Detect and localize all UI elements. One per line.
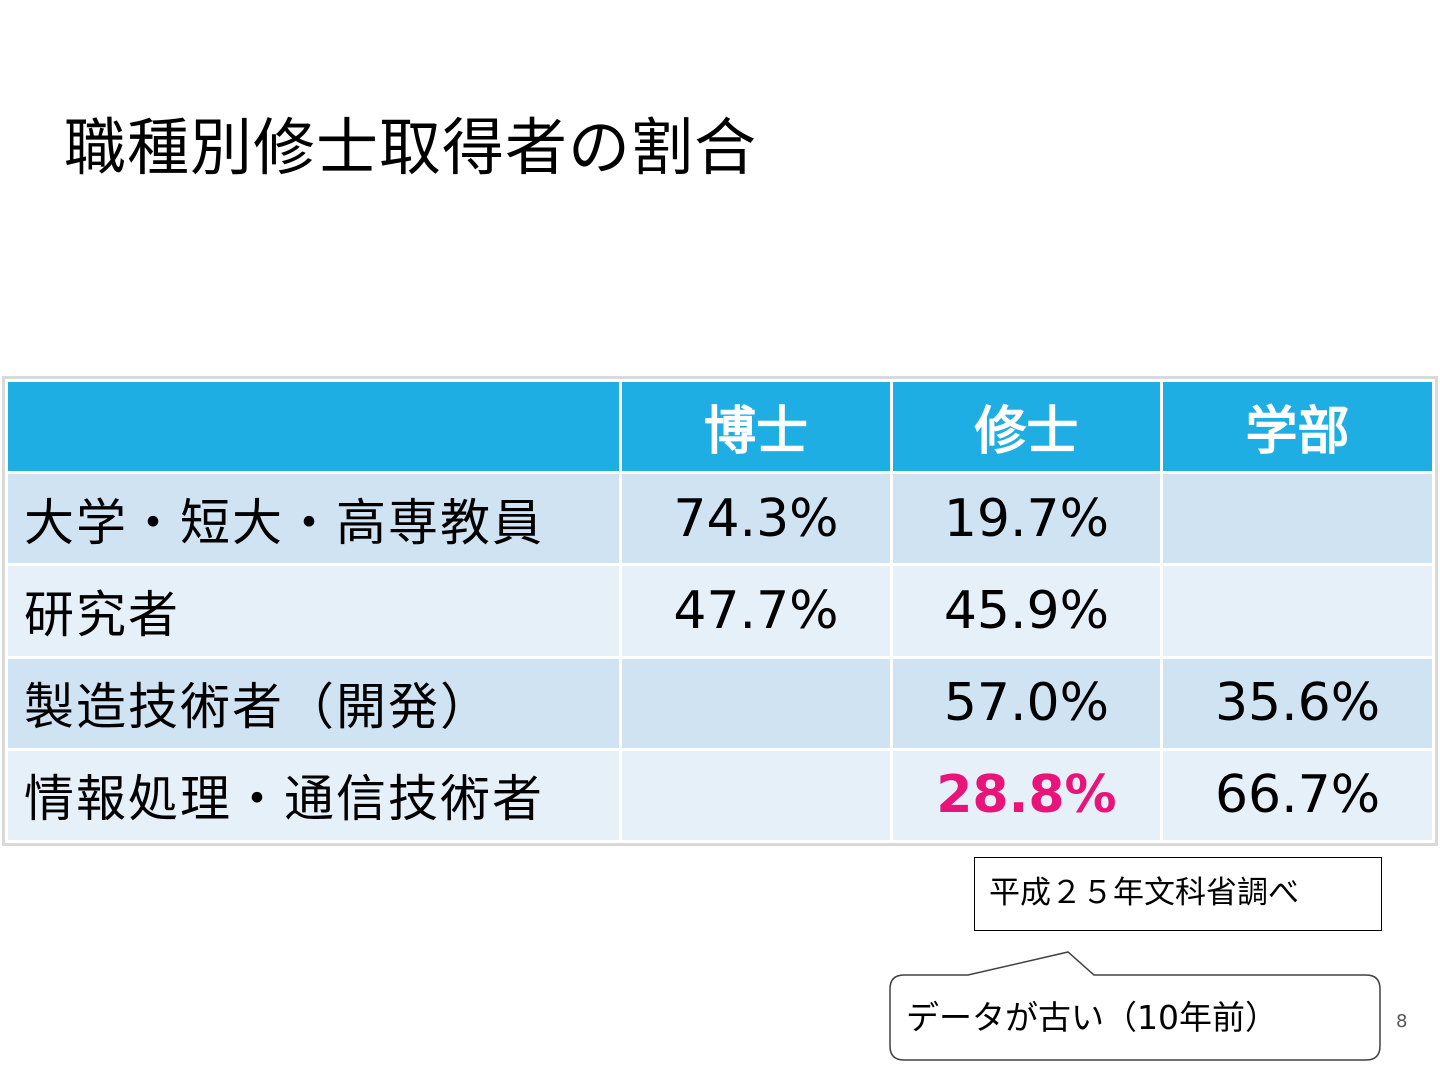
header-phd: 博士: [622, 382, 890, 472]
phd-value: 47.7%: [622, 566, 890, 656]
phd-value: [622, 750, 890, 840]
master-value: 45.9%: [892, 566, 1161, 656]
row-label: 情報処理・通信技術者: [8, 750, 620, 840]
row-label: 製造技術者（開発）: [8, 658, 620, 748]
row-label: 大学・短大・高専教員: [8, 474, 620, 564]
table-header-row: 博士 修士 学部: [8, 382, 1432, 472]
slide-title: 職種別修士取得者の割合: [64, 111, 758, 184]
master-value: 19.7%: [892, 474, 1161, 564]
phd-value: [622, 658, 890, 748]
bachelor-value: [1163, 474, 1432, 564]
header-bachelor: 学部: [1163, 382, 1432, 472]
degree-ratio-table-container: 博士 修士 学部 大学・短大・高専教員 74.3% 19.7% 研究者 47.7…: [2, 376, 1438, 846]
callout-text: データが古い（10年前）: [906, 998, 1278, 1037]
bachelor-value: 35.6%: [1163, 658, 1432, 748]
source-note-box: 平成２５年文科省調べ: [974, 857, 1382, 931]
row-label: 研究者: [8, 566, 620, 656]
degree-ratio-table: 博士 修士 学部 大学・短大・高専教員 74.3% 19.7% 研究者 47.7…: [5, 379, 1435, 843]
table-row: 研究者 47.7% 45.9%: [8, 566, 1432, 656]
header-master: 修士: [892, 382, 1161, 472]
callout-bubble-shape: [889, 951, 1381, 1061]
speech-callout: データが古い（10年前）: [888, 950, 1382, 1062]
master-value: 57.0%: [892, 658, 1161, 748]
bachelor-value: [1163, 566, 1432, 656]
table-row: 製造技術者（開発） 57.0% 35.6%: [8, 658, 1432, 748]
page-number: 8: [1396, 1011, 1408, 1032]
phd-value: 74.3%: [622, 474, 890, 564]
table-row: 情報処理・通信技術者 28.8% 66.7%: [8, 750, 1432, 840]
master-value-highlighted: 28.8%: [892, 750, 1161, 840]
table-row: 大学・短大・高専教員 74.3% 19.7%: [8, 474, 1432, 564]
header-occupation: [8, 382, 620, 472]
bachelor-value: 66.7%: [1163, 750, 1432, 840]
